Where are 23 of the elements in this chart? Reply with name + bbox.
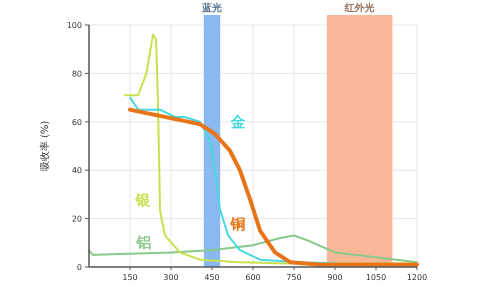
band-label: 蓝光 xyxy=(201,2,222,14)
x-tick-label: 1200 xyxy=(406,273,428,282)
line-series xyxy=(88,234,418,264)
y-tick-label: 40 xyxy=(72,166,82,176)
series-label: 银 xyxy=(134,191,152,210)
line-series xyxy=(128,108,419,267)
band-label: 红外光 xyxy=(344,2,375,14)
x-tick-label: 900 xyxy=(327,273,343,282)
x-tick-label: 300 xyxy=(163,273,179,282)
y-tick-label: 20 xyxy=(72,214,82,224)
series-label: 铜 xyxy=(229,215,246,234)
x-tick-label: 600 xyxy=(245,273,261,282)
y-tick-label: 0 xyxy=(76,263,82,272)
y-tick-label: 100 xyxy=(66,21,82,30)
x-tick-label: 750 xyxy=(286,273,302,282)
series-label: 铝 xyxy=(136,234,152,252)
x-tick-label: 450 xyxy=(204,273,220,282)
y-tick-label: 60 xyxy=(72,118,82,127)
y-tick-label: 80 xyxy=(72,69,82,78)
x-tick-label: 1050 xyxy=(366,273,386,282)
x-tick-label: 150 xyxy=(122,273,138,282)
y-axis-title: 吸收率 (%) xyxy=(39,120,51,172)
series-label: 金 xyxy=(230,113,246,132)
